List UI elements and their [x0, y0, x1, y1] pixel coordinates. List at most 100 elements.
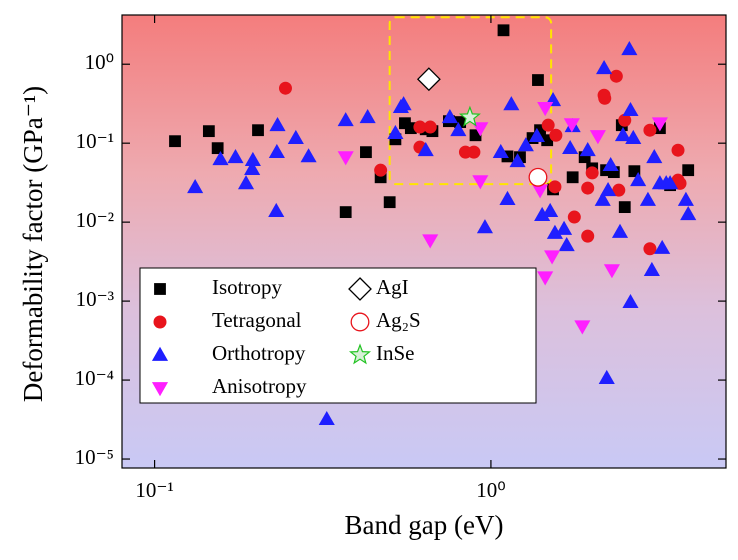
point — [339, 206, 352, 219]
point — [360, 146, 372, 159]
point — [612, 183, 626, 197]
legend-marker — [153, 315, 167, 329]
y-tick-label: 10⁻² — [76, 208, 114, 232]
point — [556, 220, 573, 235]
x-tick-label: 10⁰ — [476, 478, 505, 502]
point — [472, 122, 489, 137]
point — [300, 148, 317, 163]
legend-marker — [350, 312, 370, 332]
point — [467, 145, 481, 159]
point — [677, 191, 694, 206]
point — [528, 167, 548, 187]
series — [187, 40, 697, 426]
legend-label: InSe — [376, 341, 415, 365]
legend-marker — [151, 382, 169, 397]
point — [602, 156, 619, 172]
point — [227, 148, 244, 164]
point — [630, 171, 647, 187]
series — [337, 101, 668, 335]
point — [574, 320, 591, 335]
point — [517, 137, 534, 152]
point — [472, 175, 489, 190]
point — [476, 219, 494, 234]
point — [528, 127, 545, 142]
point — [643, 242, 657, 256]
legend: Isotropy Tetragonal Orthotropy Anisotropy Ag… — [139, 267, 537, 404]
point — [374, 163, 388, 177]
point — [598, 369, 615, 384]
point — [441, 109, 458, 124]
point — [252, 124, 264, 137]
point — [600, 181, 617, 197]
point — [581, 229, 595, 243]
point — [244, 160, 261, 175]
point — [497, 24, 510, 37]
point — [614, 127, 632, 142]
point — [579, 141, 596, 157]
point — [387, 124, 404, 140]
point — [558, 237, 575, 252]
point — [537, 271, 554, 286]
plot-frame — [121, 14, 727, 469]
point — [337, 112, 354, 127]
point — [383, 196, 396, 209]
point — [680, 206, 697, 221]
series — [458, 105, 481, 127]
point — [589, 130, 606, 145]
y-tick-label: 10⁻³ — [76, 287, 114, 311]
point — [594, 191, 611, 206]
point — [422, 234, 439, 249]
legend-label: Isotropy — [212, 275, 282, 299]
point — [395, 96, 412, 111]
point — [662, 175, 679, 190]
point — [541, 118, 555, 132]
point — [598, 91, 612, 105]
point — [318, 410, 335, 426]
point — [532, 74, 544, 86]
point — [563, 118, 580, 133]
point — [549, 128, 563, 142]
point — [562, 139, 579, 155]
point — [499, 190, 516, 205]
legend-label: Anisotropy — [212, 374, 307, 398]
point — [423, 120, 437, 134]
point — [651, 117, 668, 132]
point — [581, 181, 595, 195]
point — [618, 113, 632, 127]
highlight-box — [388, 16, 553, 186]
point — [567, 210, 581, 224]
point — [621, 40, 638, 56]
point — [503, 96, 520, 111]
point — [337, 151, 354, 166]
point — [237, 175, 255, 190]
legend-label: Tetragonal — [212, 308, 302, 332]
point — [509, 153, 526, 168]
point — [682, 164, 695, 177]
legend-label: Ag₂S — [376, 308, 421, 332]
legend-label: AgI — [376, 275, 409, 299]
point — [566, 171, 579, 184]
legend-marker — [348, 343, 372, 365]
point — [417, 141, 434, 157]
y-axis-title: Deformability factor (GPa⁻¹) — [18, 86, 48, 402]
point — [359, 109, 376, 124]
point — [609, 69, 623, 83]
point — [622, 293, 639, 309]
point — [211, 142, 224, 155]
point — [643, 261, 660, 276]
point — [628, 165, 641, 178]
point — [269, 116, 286, 132]
point — [596, 60, 613, 75]
point — [287, 129, 304, 144]
point — [646, 148, 663, 164]
point — [450, 121, 467, 137]
x-axis-title: Band gap (eV) — [345, 510, 504, 540]
series — [528, 167, 548, 187]
point — [212, 150, 229, 166]
point — [542, 202, 559, 217]
point — [671, 143, 685, 157]
series — [278, 69, 687, 256]
point — [622, 101, 639, 117]
point — [643, 123, 657, 137]
